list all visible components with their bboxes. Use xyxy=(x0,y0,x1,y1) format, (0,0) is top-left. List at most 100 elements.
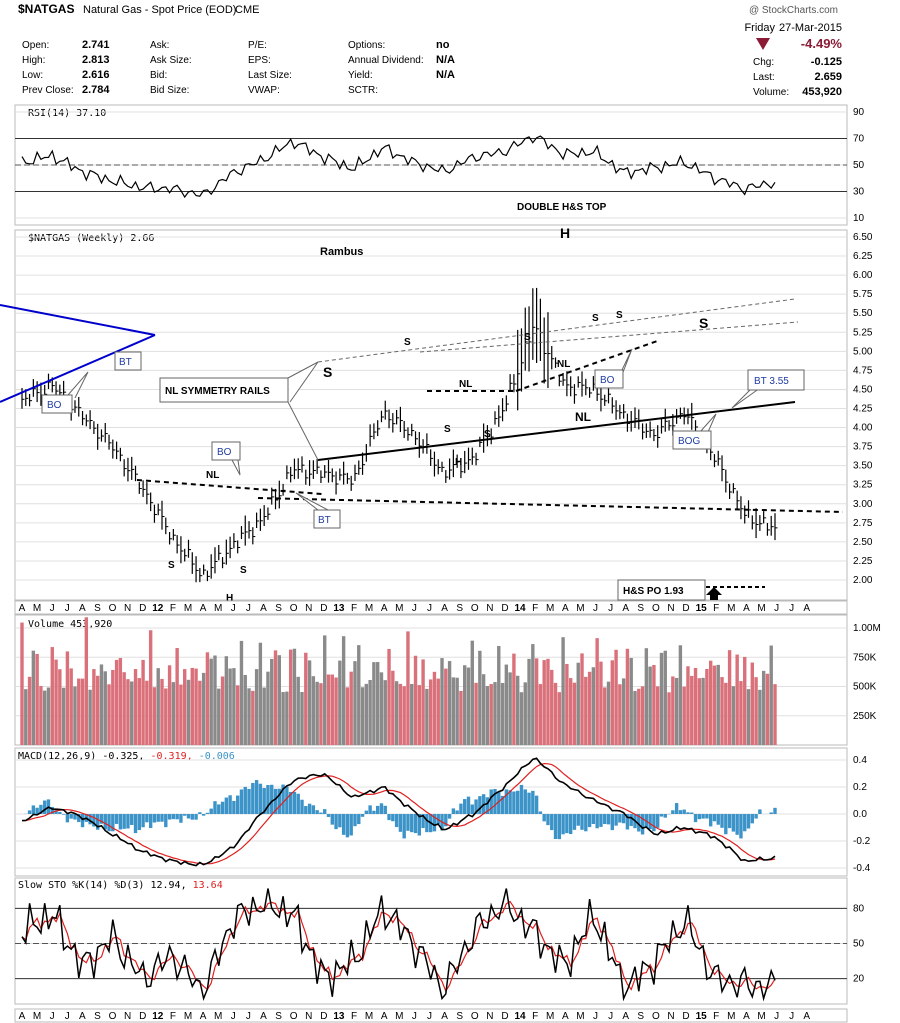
volume-bar xyxy=(648,666,652,745)
quote-label: Prev Close: xyxy=(22,85,74,96)
macd-hist-bar xyxy=(425,814,429,833)
volume-bar xyxy=(663,650,667,745)
macd-hist-bar xyxy=(678,810,683,814)
macd-hist-bar xyxy=(353,814,357,827)
macd-hist-bar xyxy=(697,814,702,820)
volume-bar xyxy=(107,684,111,745)
macd-hist-bar xyxy=(750,814,754,824)
macd-hist-bar xyxy=(508,790,512,814)
volume-bar xyxy=(69,668,73,745)
volume-bar xyxy=(743,656,747,745)
volume-bar xyxy=(239,640,244,745)
quote-value: 2.813 xyxy=(82,54,110,66)
bo1-label: BO xyxy=(47,400,62,411)
tick-label: 1.00M xyxy=(853,623,881,634)
macd-hist-bar xyxy=(470,804,474,814)
volume-bar xyxy=(667,692,671,745)
macd-signal-line xyxy=(21,762,776,865)
tick-label: 6.50 xyxy=(853,232,873,243)
quote-value: no xyxy=(436,39,450,51)
volume-bar xyxy=(372,662,376,745)
axis-label: J xyxy=(246,1011,251,1022)
macd-label: MACD(12,26,9) -0.325, -0.319, -0.006 xyxy=(18,751,235,762)
volume-bar xyxy=(413,655,418,745)
macd-hist-bar xyxy=(731,814,736,832)
axis-label: S xyxy=(275,1011,282,1022)
volume-bar xyxy=(587,671,592,745)
macd-hist-bar xyxy=(637,814,641,832)
volume-bar xyxy=(201,672,206,745)
macd-hist-bar xyxy=(304,806,308,814)
macd-hist-bar xyxy=(160,814,164,822)
macd-line xyxy=(21,757,776,867)
axis-label: A xyxy=(803,603,810,614)
axis-label: N xyxy=(486,603,493,614)
axis-label: O xyxy=(652,603,660,614)
bt355-label: BT 3.55 xyxy=(754,376,789,387)
volume-bar xyxy=(375,662,380,745)
axis-label: J xyxy=(65,1011,70,1022)
volume-bar xyxy=(527,658,531,745)
volume-bar xyxy=(440,658,444,745)
axis-label: F xyxy=(351,1011,357,1022)
macd-hist-bar xyxy=(705,814,709,819)
volume-bar xyxy=(281,692,285,745)
volume-bar xyxy=(137,678,141,745)
volume-bar xyxy=(633,691,637,745)
axis-label: J xyxy=(427,603,432,614)
nl-label-4: NL xyxy=(557,359,570,370)
quote-label: Low: xyxy=(22,70,43,81)
axis-label: D xyxy=(501,1011,508,1022)
macd-hist-bar xyxy=(394,814,399,828)
volume-bar xyxy=(459,690,463,745)
tick-label: 3.75 xyxy=(853,442,873,453)
tick-label: 2.00 xyxy=(853,575,873,586)
volume-bar xyxy=(323,635,327,745)
macd-frame xyxy=(14,747,848,877)
macd-hist-bar xyxy=(224,797,229,814)
macd-hist-bar xyxy=(88,814,92,825)
volume-bar xyxy=(504,664,509,745)
volume-bar xyxy=(368,680,372,745)
s-label-3: S xyxy=(323,364,332,380)
macd-hist-bar xyxy=(201,814,206,816)
macd-hist-bar xyxy=(538,811,543,814)
axis-label: D xyxy=(320,603,327,614)
macd-hist-bar xyxy=(258,783,263,814)
axis-label: J xyxy=(608,1011,613,1022)
macd-hist-bar xyxy=(391,814,395,822)
s-label-1: S xyxy=(168,560,175,571)
rsi-panel: RSI(14) 37.10 90 70 50 30 10 DOUBLE H&S TOP xyxy=(14,104,865,226)
axis-label: M xyxy=(727,603,735,614)
volume-bar xyxy=(644,648,649,745)
volume-bar xyxy=(410,683,414,745)
quote-label: Ask: xyxy=(150,40,169,51)
volume-bar xyxy=(258,642,263,745)
axis-label: N xyxy=(305,603,312,614)
macd-hist-bar xyxy=(410,814,414,833)
volume-bar xyxy=(65,651,70,745)
volume-bar xyxy=(576,662,580,745)
axis-label: M xyxy=(395,1011,403,1022)
macd-hist-bar xyxy=(451,808,456,814)
axis-label: J xyxy=(774,1011,779,1022)
macd-hist-bar xyxy=(743,814,747,832)
tick-label: 30 xyxy=(853,187,865,198)
stat-value: 2.659 xyxy=(814,71,842,83)
h-label-3: H xyxy=(560,225,570,241)
axis-label: A xyxy=(260,603,267,614)
volume-bar xyxy=(315,681,319,745)
volume-bar xyxy=(614,649,618,745)
macd-hist-bar xyxy=(504,789,509,814)
volume-bar xyxy=(553,682,558,745)
axis-label: O xyxy=(109,1011,117,1022)
macd-hist-bar xyxy=(659,814,664,817)
axis-label: A xyxy=(562,603,569,614)
quote-value: N/A xyxy=(436,54,455,66)
macd-hist-bar xyxy=(247,788,251,814)
volume-bar xyxy=(194,668,198,745)
volume-bar xyxy=(262,687,266,745)
axis-label: 14 xyxy=(514,1011,526,1022)
axis-label: J xyxy=(608,603,613,614)
tick-label: 4.00 xyxy=(853,423,873,434)
